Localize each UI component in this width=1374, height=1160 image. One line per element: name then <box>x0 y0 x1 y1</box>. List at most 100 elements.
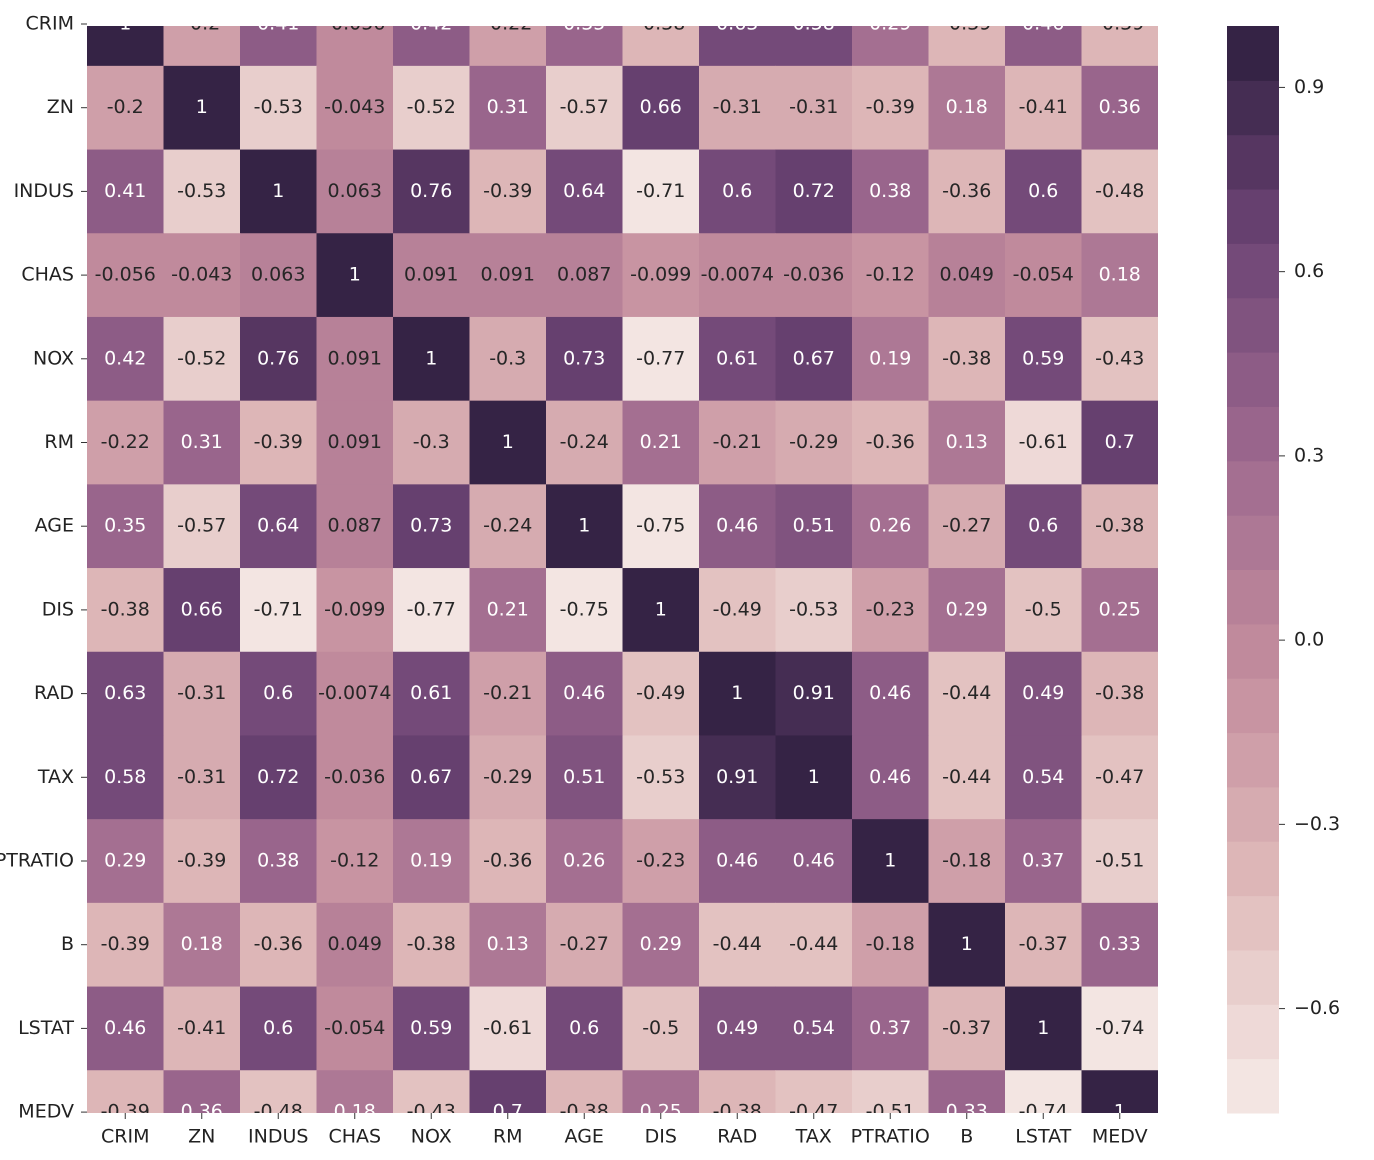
cell-label: -0.74 <box>1019 1101 1068 1123</box>
cell-label: 1 <box>272 180 284 202</box>
cell-label: -0.2 <box>183 13 220 35</box>
colorbar-tick-label: 0.3 <box>1294 444 1324 466</box>
cell <box>699 986 776 1071</box>
cell <box>1005 149 1082 234</box>
y-tick-label: PTRATIO <box>0 850 74 872</box>
cell-label: -0.3 <box>489 347 526 369</box>
cell-label: 0.091 <box>328 347 382 369</box>
cell <box>240 484 317 569</box>
cell-label: 0.19 <box>869 347 911 369</box>
cell <box>622 233 700 318</box>
cell-label: 0.7 <box>493 1101 523 1123</box>
y-tick-label: INDUS <box>14 180 74 202</box>
cell-label: -0.48 <box>1095 180 1144 202</box>
cell-label: -0.48 <box>254 1101 303 1123</box>
cell-label: -0.36 <box>866 431 915 453</box>
cell <box>240 819 317 904</box>
cell <box>163 986 241 1071</box>
cell-label: 0.72 <box>257 766 299 788</box>
cell-label: 1 <box>196 96 208 118</box>
cell-label: 0.67 <box>410 766 452 788</box>
cell <box>546 735 623 820</box>
cell-label: 0.61 <box>716 347 758 369</box>
cell-label: 0.58 <box>104 766 146 788</box>
cell-label: 0.18 <box>181 933 223 955</box>
cell-label: 0.6 <box>263 1017 293 1039</box>
cell <box>928 26 1006 67</box>
cell-label: -0.39 <box>101 1101 150 1123</box>
cell <box>469 1070 547 1113</box>
cell-label: -0.29 <box>483 766 532 788</box>
cell <box>87 1070 164 1113</box>
cell <box>469 400 547 485</box>
cell <box>87 568 164 653</box>
colorbar-band <box>1227 80 1279 136</box>
cell-label: -0.36 <box>483 850 532 872</box>
cell <box>1081 65 1158 151</box>
cell <box>928 233 1006 318</box>
cell <box>163 902 241 988</box>
cell-label: 1 <box>961 933 973 955</box>
cell <box>546 819 623 904</box>
cell-label: -0.29 <box>789 431 838 453</box>
cell-label: -0.43 <box>407 1101 456 1123</box>
cell-label: -0.38 <box>942 347 991 369</box>
cell-label: -0.44 <box>942 682 991 704</box>
cell-label: 0.19 <box>410 850 452 872</box>
y-tick-label: AGE <box>35 515 74 537</box>
cell-label: 0.29 <box>104 850 146 872</box>
x-tick-label: CHAS <box>328 1126 381 1148</box>
cell <box>316 819 394 904</box>
cell <box>852 484 929 569</box>
cell <box>775 316 853 402</box>
cell <box>928 986 1006 1071</box>
cell-label: 1 <box>731 682 743 704</box>
cell <box>546 902 623 988</box>
cell <box>1081 400 1158 485</box>
cell <box>393 651 470 736</box>
cell-label: -0.12 <box>330 850 379 872</box>
cell-label: -0.21 <box>713 431 762 453</box>
y-tick-label: RAD <box>34 682 74 704</box>
cell <box>775 819 853 904</box>
cell-label: 0.76 <box>410 180 452 202</box>
cell <box>928 735 1006 820</box>
cell-label: 0.63 <box>104 682 146 704</box>
cell <box>469 484 547 569</box>
cell-label: -0.47 <box>1095 766 1144 788</box>
cell <box>240 65 317 151</box>
axes: CRIM ZN INDUS CHAS NOX RM AGE DIS RAD TAX PTRATIO B… <box>0 13 1340 1148</box>
cell <box>928 65 1006 151</box>
cell-label: 0.6 <box>722 180 752 202</box>
cell-label: 0.58 <box>793 13 835 35</box>
cell <box>622 819 700 904</box>
cell <box>87 902 164 988</box>
cell-label: -0.23 <box>636 850 685 872</box>
cell-label: 1 <box>884 850 896 872</box>
cell-label: -0.36 <box>942 180 991 202</box>
cell <box>469 902 547 988</box>
cell-label: 0.46 <box>716 850 758 872</box>
cell <box>87 400 164 485</box>
cell-label: 0.66 <box>181 598 223 620</box>
cell-label: 0.6 <box>263 682 293 704</box>
cell-label: 0.6 <box>569 1017 599 1039</box>
cell-label: 1 <box>349 264 361 286</box>
cell <box>316 484 394 569</box>
cell-label: -0.24 <box>560 431 609 453</box>
cell <box>163 819 241 904</box>
cell <box>546 316 623 402</box>
cell <box>1005 986 1082 1071</box>
cell <box>699 568 776 653</box>
cell <box>316 902 394 988</box>
cell-label: 0.33 <box>1099 933 1141 955</box>
cell <box>316 1070 394 1113</box>
cell-label: 0.36 <box>181 1101 223 1123</box>
cell <box>1005 233 1082 318</box>
cell-label: 0.7 <box>1105 431 1135 453</box>
cell <box>87 316 164 402</box>
x-tick-label: RM <box>493 1126 523 1148</box>
cell <box>87 651 164 736</box>
cell-label: 0.26 <box>869 515 911 537</box>
y-tick-label: DIS <box>42 598 74 620</box>
